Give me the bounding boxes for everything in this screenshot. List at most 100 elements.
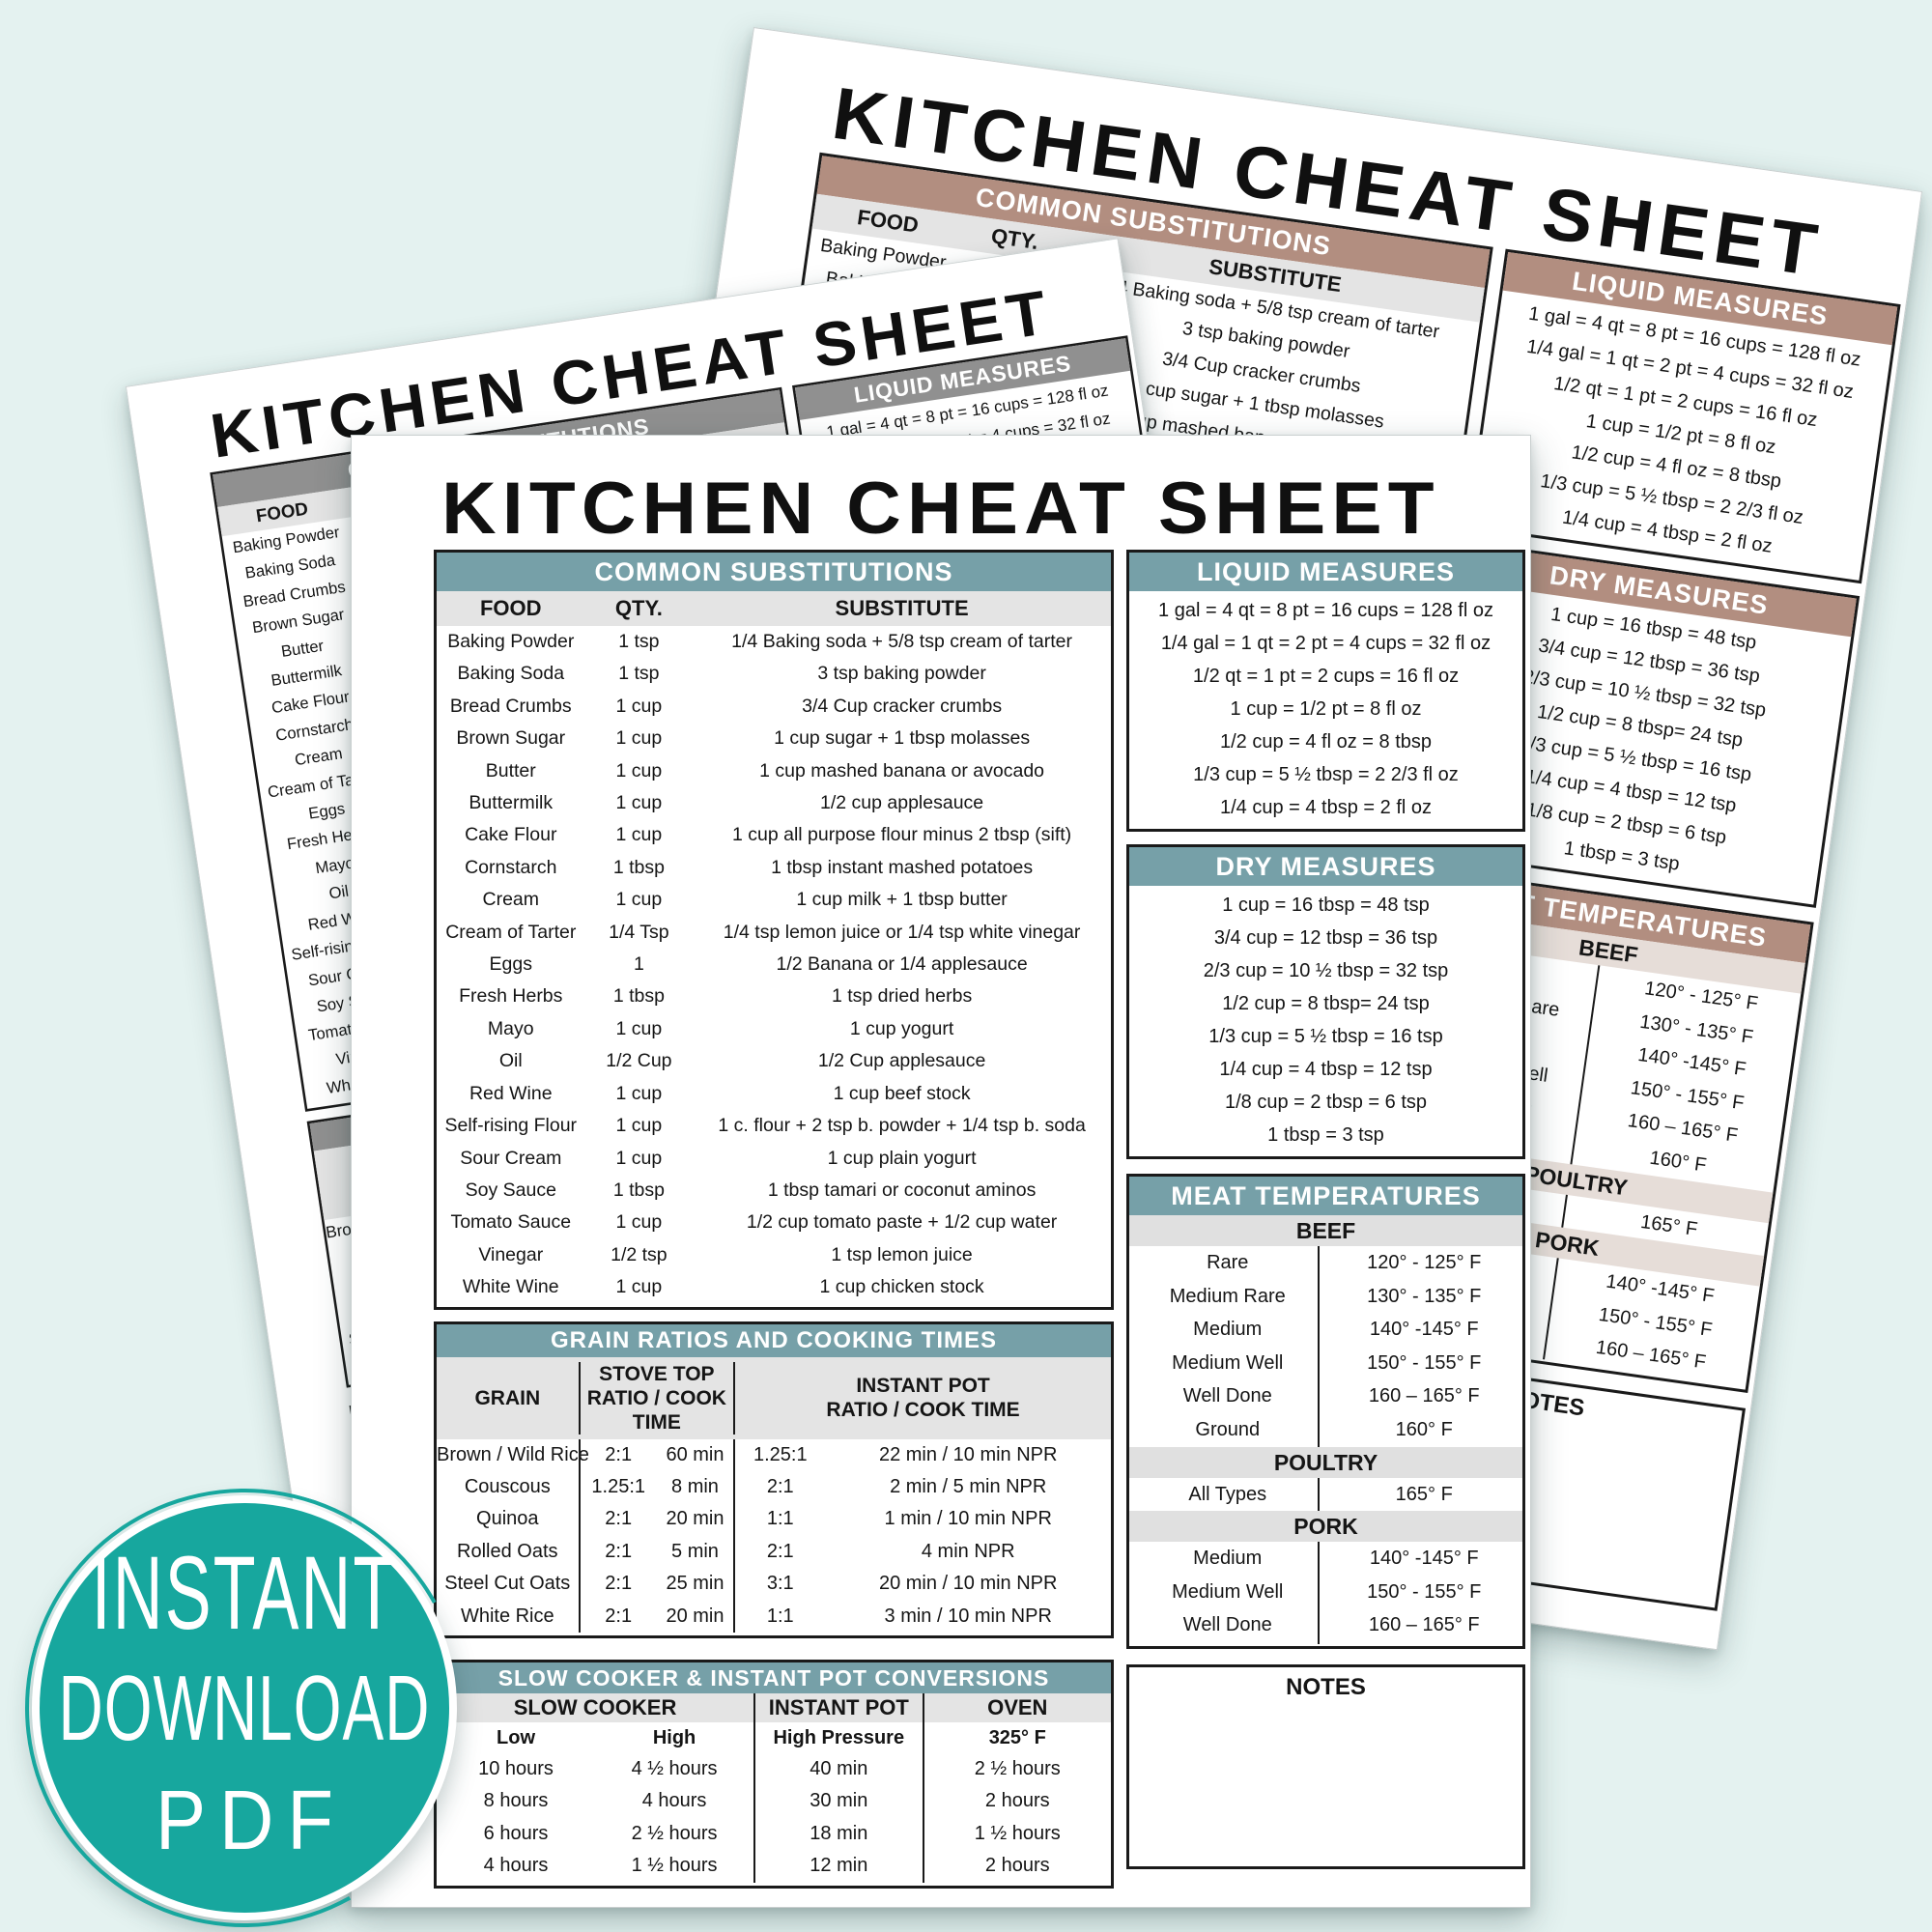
instantpot-cell: 1.25:1 22 min / 10 min NPR (733, 1438, 1111, 1471)
table-cell: 1/4 tsp lemon juice or 1/4 tsp white vin… (723, 921, 1081, 943)
slow-cooker-header: SLOW COOKER & INSTANT POT CONVERSIONS (437, 1662, 1111, 1693)
table-cell: Cake Flour (465, 824, 557, 846)
table-row: Baking Powder 1 tsp 1/4 Baking soda + 5/8 … (437, 626, 1111, 658)
table-row: Cornstarch 1 tbsp 1 tbsp instant mashed po… (437, 852, 1111, 884)
right-column: LIQUID MEASURES 1 gal = 4 qt = 8 pt = 16… (1126, 550, 1525, 1869)
grain-ratios-table: GRAIN RATIOS AND COOKING TIMES GRAIN STO… (434, 1321, 1114, 1638)
instantpot-cell: 2:1 4 min NPR (733, 1535, 1111, 1569)
table-cell: Ground (1195, 1418, 1261, 1440)
meat-section-header: BEEF (1129, 1215, 1522, 1246)
table-row: White Wine 1 cup 1 cup chicken stock (437, 1271, 1111, 1303)
stovetop-cell: 2:1 25 min (578, 1568, 734, 1601)
table-row: Vinegar 1/2 tsp 1 tsp lemon juice (437, 1239, 1111, 1271)
table-row: Couscous 1.25:1 8 min 2:1 2 min / 5 min NPR (437, 1470, 1111, 1504)
badge-line-instant: INSTANT (91, 1535, 398, 1652)
liquid-measures-rows: 1 gal = 4 qt = 8 pt = 16 cups = 128 fl o… (1129, 591, 1522, 829)
oven-cell: 2 hours (922, 1785, 1111, 1818)
col-header-food: FOOD (479, 596, 542, 620)
table-row: 2/3 cup = 10 ½ tbsp = 32 tsp (1203, 960, 1449, 981)
table-cell: Cornstarch (465, 856, 557, 878)
table-cell: 1 tsp (618, 631, 660, 652)
table-cell: 1 tbsp (612, 985, 665, 1008)
table-cell: 1 cup (615, 1017, 663, 1039)
table-cell: 60 min (666, 1443, 724, 1465)
table-row: Medium Well 150° - 155° F (1129, 1576, 1522, 1609)
table-cell: 1 tbsp tamari or coconut aminos (767, 1179, 1037, 1201)
kitchen-cheat-sheet-front: KITCHEN CHEAT SHEET COMMON SUBSTITUTIONS… (351, 435, 1531, 1908)
instant-pot-cell: 30 min (753, 1785, 923, 1818)
table-row: White Rice 2:1 20 min 1:1 3 min / 10 min NPR (437, 1600, 1111, 1633)
stovetop-cell: 2:1 20 min (578, 1600, 734, 1633)
table-row: Soy Sauce 1 tbsp 1 tbsp tamari or coconut … (437, 1175, 1111, 1207)
table-cell: 20 min (666, 1605, 724, 1627)
table-cell: 2 min / 5 min NPR (890, 1475, 1047, 1497)
table-row: Steel Cut Oats 2:1 25 min 3:1 20 min / 10 mi… (437, 1568, 1111, 1601)
table-cell: White Rice (460, 1605, 554, 1627)
table-cell: Buttermilk (469, 792, 554, 814)
slow-cooker-cell: 6 hours 2 ½ hours (437, 1818, 753, 1850)
table-row: Buttermilk 1 cup 1/2 cup applesauce (437, 787, 1111, 819)
table-row: Medium 140° -145° F (1129, 1542, 1522, 1576)
table-cell: 3:1 (766, 1573, 794, 1595)
sub-header-oven-temp: 325° F (922, 1721, 1111, 1753)
substitutions-rows: Baking Powder 1 tsp 1/4 Baking soda + 5/8 … (437, 626, 1111, 1307)
meat-temperatures-body: BEEF Rare 120° - 125° F Medium Rare 130° - 1… (1129, 1215, 1522, 1646)
table-cell: 1 cup (615, 1082, 663, 1104)
table-cell: 1 cup (615, 1211, 663, 1234)
table-cell: 1 c. flour + 2 tsp b. powder + 1/4 tsp b… (718, 1115, 1086, 1137)
col-header-substitute: SUBSTITUTE (835, 596, 969, 620)
table-cell: 1/2 Cup applesauce (817, 1050, 986, 1072)
dry-measures-table: DRY MEASURES 1 cup = 16 tbsp = 48 tsp 3/4… (1126, 844, 1525, 1159)
common-substitutions-table: COMMON SUBSTITUTIONS FOOD QTY. SUBSTITUT… (434, 550, 1114, 1310)
table-row: All Types 165° F (1129, 1478, 1522, 1512)
table-row: 1/4 cup = 4 tbsp = 2 fl oz (1219, 797, 1433, 818)
stovetop-cell: 2:1 5 min (578, 1535, 734, 1569)
oven-cell: 1 ½ hours (922, 1817, 1111, 1851)
table-cell: 8 hours (483, 1790, 549, 1812)
table-row: Fresh Herbs 1 tbsp 1 tsp dried herbs (437, 980, 1111, 1012)
grain-rows: Brown / Wild Rice 2:1 60 min 1.25:1 22 min /… (437, 1438, 1111, 1635)
table-cell: 2:1 (605, 1508, 633, 1530)
table-cell: Tomato Sauce (450, 1211, 572, 1234)
notes-box: NOTES (1126, 1663, 1525, 1869)
group-header-oven: OVEN (922, 1692, 1111, 1722)
table-cell: 1.25:1 (753, 1443, 808, 1465)
table-cell: 1 cup (615, 1115, 663, 1137)
table-cell: 1/2 tsp (611, 1243, 668, 1265)
table-cell: Bread Crumbs (449, 695, 572, 717)
table-cell: 2:1 (605, 1605, 633, 1627)
table-cell: 20 min (666, 1508, 724, 1530)
table-cell: 3 tsp baking powder (817, 663, 986, 685)
table-cell: 1 cup (615, 695, 663, 717)
table-cell: 4 hours (483, 1855, 549, 1877)
table-cell: 1 tbsp (612, 856, 665, 878)
table-cell: Medium Rare (1169, 1285, 1286, 1307)
table-cell: Medium Well (1172, 1351, 1284, 1374)
table-row: 1/2 qt = 1 pt = 2 cups = 16 fl oz (1192, 666, 1460, 687)
dry-measures-rows: 1 cup = 16 tbsp = 48 tsp 3/4 cup = 12 tbs… (1129, 886, 1522, 1156)
table-cell: 140° -145° F (1369, 1548, 1479, 1570)
common-substitutions-header: COMMON SUBSTITUTIONS (437, 553, 1111, 591)
table-row: Cake Flour 1 cup 1 cup all purpose flour m… (437, 819, 1111, 851)
table-cell: Cream (482, 889, 540, 911)
table-cell: 1/4 Baking soda + 5/8 tsp cream of tarte… (731, 631, 1072, 652)
table-cell: 1 cup plain yogurt (827, 1147, 977, 1169)
col-header-qty: QTY. (614, 596, 663, 620)
table-cell: 1:1 (766, 1508, 794, 1530)
table-cell: Couscous (464, 1475, 551, 1497)
table-cell: 1/2 cup applesauce (820, 792, 984, 814)
instantpot-cell: 2:1 2 min / 5 min NPR (733, 1470, 1111, 1504)
table-row: Bread Crumbs 1 cup 3/4 Cup cracker crumbs (437, 691, 1111, 723)
table-cell: Brown Sugar (456, 727, 566, 750)
table-cell: White Wine (462, 1276, 559, 1298)
meat-temperatures-table: MEAT TEMPERATURES BEEF Rare 120° - 125° F M… (1126, 1174, 1525, 1649)
table-cell: 1 ½ hours (631, 1855, 718, 1877)
table-row: Rolled Oats 2:1 5 min 2:1 4 min NPR (437, 1535, 1111, 1569)
table-cell: 4 hours (641, 1790, 707, 1812)
instant-pot-cell: 40 min (753, 1752, 923, 1786)
table-row: Medium Rare 130° - 135° F (1129, 1280, 1522, 1314)
table-row: Cream of Tarter 1/4 Tsp 1/4 tsp lemon juic… (437, 917, 1111, 949)
